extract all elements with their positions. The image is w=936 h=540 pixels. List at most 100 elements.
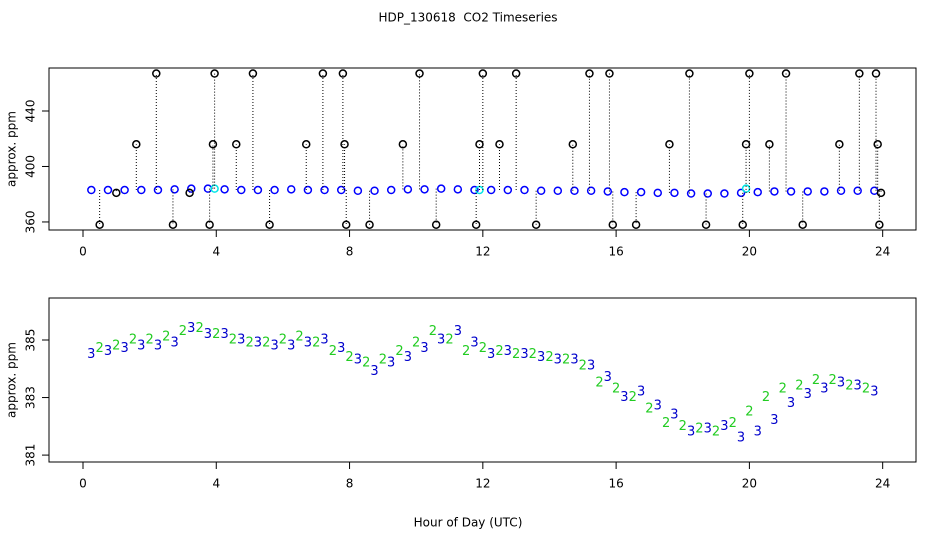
y-tick-label: 440	[24, 100, 38, 123]
point-marker: 2	[262, 335, 270, 350]
point	[248, 69, 258, 78]
point-marker: 3	[570, 353, 578, 368]
point-marker: 2	[195, 321, 203, 336]
point	[95, 220, 104, 229]
point	[340, 140, 349, 149]
point-marker: 2	[245, 335, 253, 350]
point	[168, 220, 178, 229]
point	[137, 185, 146, 195]
point-marker: 3	[154, 338, 162, 353]
point-marker: 3	[670, 407, 678, 422]
point-marker: 2	[162, 330, 170, 345]
point-marker: 3	[237, 333, 245, 348]
point	[603, 187, 613, 196]
point-marker: 3	[537, 350, 545, 365]
point	[220, 185, 229, 194]
point-marker: 3	[470, 335, 478, 350]
point-marker: 2	[145, 333, 153, 348]
point-marker: 3	[404, 350, 412, 365]
point	[701, 220, 711, 229]
point	[653, 188, 663, 198]
point-marker: 2	[329, 344, 337, 359]
point	[253, 185, 263, 195]
point	[585, 69, 594, 78]
point	[318, 69, 328, 78]
point	[170, 185, 179, 194]
point-marker: 3	[204, 327, 212, 342]
point-marker: 3	[337, 341, 345, 356]
point	[855, 69, 864, 78]
point	[570, 186, 579, 195]
point-marker: 3	[370, 364, 378, 379]
point	[420, 185, 429, 194]
point-marker: 3	[604, 370, 612, 385]
point	[586, 186, 596, 195]
point-marker: 2	[845, 379, 853, 394]
point	[336, 185, 346, 195]
point-marker: 2	[579, 358, 587, 373]
point	[745, 69, 754, 78]
point-marker: 3	[87, 347, 95, 362]
x-axis-label: Hour of Day (UTC)	[414, 516, 523, 530]
point	[205, 220, 214, 229]
point-marker: 2	[462, 344, 470, 359]
point-marker: 2	[745, 404, 753, 419]
point	[153, 185, 163, 195]
point	[87, 185, 96, 195]
point	[738, 220, 747, 229]
point	[132, 140, 141, 149]
y-axis-label: approx. ppm	[5, 111, 19, 187]
point-marker: 2	[762, 390, 770, 405]
point-marker: 2	[812, 373, 820, 388]
y-tick-label: 360	[24, 211, 38, 234]
point	[152, 69, 161, 78]
point-marker: 3	[387, 356, 395, 371]
point-marker: 2	[479, 341, 487, 356]
point	[665, 140, 674, 149]
point	[770, 187, 779, 196]
point-marker: 2	[379, 353, 387, 368]
point	[605, 69, 614, 78]
point	[478, 69, 488, 78]
point	[608, 220, 618, 229]
point	[301, 140, 311, 149]
point-marker: 3	[770, 413, 778, 428]
x-tick-label: 0	[79, 477, 87, 491]
point	[386, 185, 396, 195]
point	[531, 220, 541, 229]
x-tick-label: 4	[212, 477, 220, 491]
point-marker: 3	[787, 396, 795, 411]
point	[636, 187, 646, 197]
point	[873, 140, 882, 149]
x-tick-label: 0	[79, 245, 87, 259]
point	[536, 186, 546, 195]
point-marker: 3	[437, 333, 445, 348]
point	[803, 187, 812, 196]
x-tick-label: 12	[475, 245, 490, 259]
point	[415, 69, 424, 78]
y-tick-label: 381	[24, 444, 38, 467]
point	[511, 69, 521, 78]
point-marker: 2	[712, 425, 720, 440]
point-marker: 2	[779, 381, 787, 396]
point-marker: 2	[545, 350, 553, 365]
point-marker: 3	[487, 347, 495, 362]
point-marker: 3	[420, 341, 428, 356]
point-marker: 3	[654, 399, 662, 414]
point-marker: 3	[587, 358, 595, 373]
point-marker: 3	[870, 384, 878, 399]
point	[670, 188, 679, 198]
point-marker: 2	[212, 327, 220, 342]
point-marker: 3	[454, 324, 462, 339]
point-marker: 3	[737, 430, 745, 445]
point-marker: 3	[637, 384, 645, 399]
point-marker: 2	[495, 344, 503, 359]
point-marker: 2	[679, 419, 687, 434]
point-marker: 2	[112, 338, 120, 353]
point	[112, 188, 121, 198]
x-tick-label: 16	[608, 245, 623, 259]
point-marker: 2	[295, 330, 303, 345]
point-marker: 3	[854, 379, 862, 394]
point-marker: 2	[345, 350, 353, 365]
